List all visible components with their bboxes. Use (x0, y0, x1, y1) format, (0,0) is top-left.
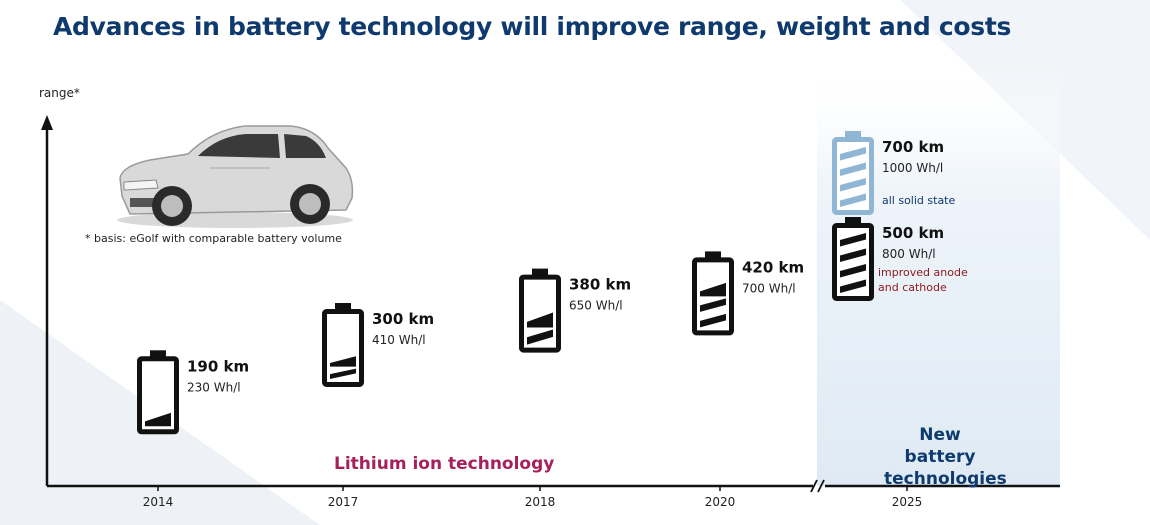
battery-2017 (322, 303, 364, 387)
battery-fill-segment (840, 248, 866, 262)
car-image (117, 125, 354, 228)
battery-terminal (845, 217, 861, 224)
density-label: 410 Wh/l (372, 333, 426, 347)
y-axis-label: range* (39, 86, 80, 100)
x-tick-label: 2025 (892, 495, 923, 509)
battery-2020 (692, 251, 734, 336)
battery-fill-segment (840, 193, 866, 207)
battery-2018 (519, 268, 561, 353)
battery-terminal (150, 350, 166, 358)
battery-fill-segment (700, 282, 726, 297)
battery-fill-segment (330, 356, 356, 367)
y-axis-arrow (41, 115, 53, 130)
battery-fill-segment (527, 329, 553, 345)
battery-fill-segment (840, 147, 866, 161)
density-label: 650 Wh/l (569, 299, 623, 313)
battery-fill-segment (527, 312, 553, 328)
technology-note: improved anode (878, 266, 968, 279)
footnote: * basis: eGolf with comparable battery v… (85, 232, 342, 245)
range-label: 700 km (882, 138, 944, 156)
axis-break (810, 479, 825, 493)
range-label: 500 km (882, 224, 944, 242)
range-label: 300 km (372, 310, 434, 328)
battery-body (137, 356, 179, 435)
density-label: 700 Wh/l (742, 281, 796, 295)
battery-fill-segment (840, 178, 866, 192)
battery-fill-segment (330, 368, 356, 379)
battery-terminal (532, 268, 548, 276)
battery-fill-segment (145, 412, 171, 427)
battery-fill-segment (840, 264, 866, 278)
density-label: 1000 Wh/l (882, 161, 943, 175)
battery-2025-solid-state (832, 131, 874, 215)
battery-fill-segment (700, 298, 726, 312)
new-battery-tech-label: New battery technologies (884, 425, 1007, 489)
battery-2025 (832, 217, 874, 301)
battery-fill-segment (840, 162, 866, 176)
battery-terminal (845, 131, 861, 138)
battery-2014 (137, 350, 179, 435)
technology-note: and cathode (878, 281, 947, 294)
range-label: 380 km (569, 276, 631, 294)
density-label: 800 Wh/l (882, 247, 936, 261)
density-label: 230 Wh/l (187, 380, 241, 394)
x-tick-label: 2020 (705, 495, 736, 509)
x-tick-label: 2017 (328, 495, 359, 509)
page-title: Advances in battery technology will impr… (53, 12, 1012, 41)
battery-terminal (705, 251, 721, 259)
battery-terminal (335, 303, 351, 310)
x-tick-label: 2018 (525, 495, 556, 509)
lithium-ion-label: Lithium ion technology (334, 454, 555, 474)
battery-fill-segment (840, 233, 866, 247)
x-tick-label: 2014 (143, 495, 174, 509)
battery-fill-segment (700, 313, 726, 328)
battery-fill-segment (840, 279, 866, 293)
technology-note: all solid state (882, 194, 955, 207)
range-label: 190 km (187, 357, 249, 375)
range-label: 420 km (742, 258, 804, 276)
